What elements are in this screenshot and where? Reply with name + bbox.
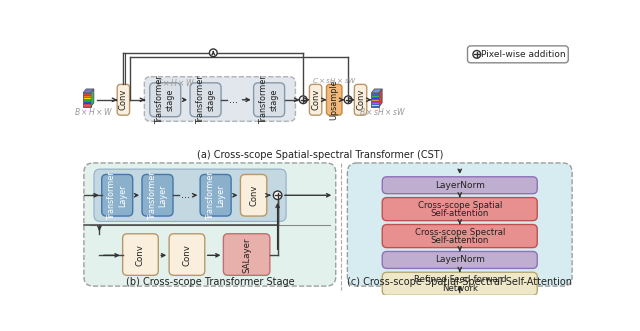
Text: (b) Cross-scope Transformer Stage: (b) Cross-scope Transformer Stage bbox=[125, 277, 294, 287]
FancyBboxPatch shape bbox=[169, 234, 205, 275]
Polygon shape bbox=[83, 89, 94, 93]
Text: $C\times sH\times sW$: $C\times sH\times sW$ bbox=[312, 76, 357, 85]
Text: Transformer
stage: Transformer stage bbox=[196, 75, 215, 124]
Circle shape bbox=[473, 51, 481, 58]
Text: Cross-scope Spatial: Cross-scope Spatial bbox=[417, 201, 502, 210]
FancyBboxPatch shape bbox=[241, 174, 267, 216]
Text: Self-attention: Self-attention bbox=[431, 236, 489, 245]
Text: Transformer
stage: Transformer stage bbox=[259, 75, 279, 124]
Text: (a) Cross-scope Spatial-spectral Transformer (CST): (a) Cross-scope Spatial-spectral Transfo… bbox=[197, 150, 444, 160]
Text: Transformer
Layer: Transformer Layer bbox=[148, 171, 167, 219]
FancyBboxPatch shape bbox=[253, 83, 285, 117]
FancyBboxPatch shape bbox=[382, 177, 537, 194]
Text: $B\times H\times W$: $B\times H\times W$ bbox=[74, 106, 114, 117]
FancyBboxPatch shape bbox=[117, 84, 129, 115]
FancyBboxPatch shape bbox=[200, 174, 231, 216]
FancyBboxPatch shape bbox=[309, 84, 322, 115]
FancyBboxPatch shape bbox=[355, 84, 367, 115]
Circle shape bbox=[300, 96, 307, 104]
Text: ...: ... bbox=[229, 95, 238, 105]
FancyBboxPatch shape bbox=[123, 234, 158, 275]
Polygon shape bbox=[83, 93, 91, 107]
FancyBboxPatch shape bbox=[382, 272, 537, 295]
Text: Transformer
stage: Transformer stage bbox=[156, 75, 175, 124]
Text: LayerNorm: LayerNorm bbox=[435, 256, 484, 264]
Text: ...: ... bbox=[181, 190, 190, 200]
Text: (c) Cross-scope Spatial-Spectral Self-Attention: (c) Cross-scope Spatial-Spectral Self-At… bbox=[348, 277, 572, 287]
Text: $B\times sH\times sW$: $B\times sH\times sW$ bbox=[358, 106, 406, 117]
FancyBboxPatch shape bbox=[190, 83, 221, 117]
Circle shape bbox=[344, 96, 352, 104]
Text: Conv: Conv bbox=[356, 89, 365, 111]
Circle shape bbox=[273, 191, 282, 200]
Text: Cross-scope Spectral: Cross-scope Spectral bbox=[415, 228, 505, 237]
Text: Conv: Conv bbox=[249, 185, 258, 206]
FancyBboxPatch shape bbox=[102, 174, 132, 216]
Text: Conv: Conv bbox=[119, 89, 128, 111]
FancyBboxPatch shape bbox=[467, 46, 568, 63]
FancyBboxPatch shape bbox=[223, 234, 270, 275]
Text: Transformer
Layer: Transformer Layer bbox=[108, 171, 127, 219]
Text: Conv: Conv bbox=[136, 244, 145, 266]
Text: Transformer
Layer: Transformer Layer bbox=[206, 171, 225, 219]
FancyBboxPatch shape bbox=[84, 163, 336, 286]
Polygon shape bbox=[371, 93, 379, 107]
Text: Pixel-wise addition: Pixel-wise addition bbox=[481, 50, 566, 59]
Text: Upsample: Upsample bbox=[330, 79, 339, 120]
Text: Conv: Conv bbox=[311, 89, 320, 111]
FancyBboxPatch shape bbox=[382, 224, 537, 248]
Polygon shape bbox=[91, 89, 94, 107]
Text: Conv: Conv bbox=[182, 244, 191, 266]
FancyBboxPatch shape bbox=[150, 83, 180, 117]
Text: Refined Feed-forward: Refined Feed-forward bbox=[413, 275, 506, 284]
Circle shape bbox=[209, 49, 217, 57]
FancyBboxPatch shape bbox=[326, 84, 342, 115]
Text: $C\times H\times W$: $C\times H\times W$ bbox=[156, 76, 195, 88]
FancyBboxPatch shape bbox=[94, 169, 286, 221]
Text: Network: Network bbox=[442, 284, 477, 293]
Text: LayerNorm: LayerNorm bbox=[435, 181, 484, 190]
FancyBboxPatch shape bbox=[142, 174, 173, 216]
FancyBboxPatch shape bbox=[348, 163, 572, 286]
Text: SALayer: SALayer bbox=[242, 238, 251, 273]
FancyBboxPatch shape bbox=[382, 252, 537, 268]
Polygon shape bbox=[379, 89, 382, 107]
Text: Self-attention: Self-attention bbox=[431, 209, 489, 218]
FancyBboxPatch shape bbox=[382, 198, 537, 221]
Polygon shape bbox=[371, 89, 382, 93]
FancyBboxPatch shape bbox=[145, 77, 296, 121]
